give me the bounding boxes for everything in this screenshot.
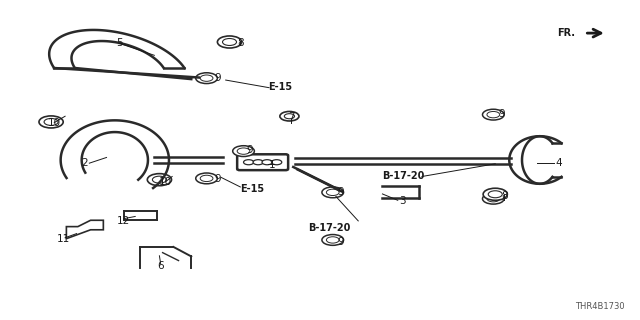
Text: FR.: FR. bbox=[557, 28, 575, 38]
Circle shape bbox=[483, 193, 504, 204]
Text: 2: 2 bbox=[81, 158, 88, 168]
Circle shape bbox=[271, 160, 282, 165]
Circle shape bbox=[196, 73, 218, 84]
Text: E-15: E-15 bbox=[240, 184, 264, 194]
Circle shape bbox=[233, 146, 254, 156]
Circle shape bbox=[244, 160, 253, 165]
Text: 9: 9 bbox=[215, 73, 221, 83]
Text: 9: 9 bbox=[338, 237, 344, 247]
Circle shape bbox=[322, 187, 344, 198]
Circle shape bbox=[218, 36, 242, 48]
FancyBboxPatch shape bbox=[237, 154, 288, 170]
Text: 8: 8 bbox=[502, 191, 508, 202]
Circle shape bbox=[483, 188, 508, 200]
Circle shape bbox=[39, 116, 63, 128]
Circle shape bbox=[322, 235, 344, 245]
Text: 12: 12 bbox=[117, 216, 131, 226]
Text: 5: 5 bbox=[116, 38, 123, 48]
Text: B-17-20: B-17-20 bbox=[308, 223, 351, 233]
Circle shape bbox=[196, 173, 218, 184]
Text: 6: 6 bbox=[157, 261, 164, 271]
Text: B-17-20: B-17-20 bbox=[381, 172, 424, 181]
Text: 7: 7 bbox=[288, 112, 294, 122]
Text: 9: 9 bbox=[499, 109, 505, 119]
Text: THR4B1730: THR4B1730 bbox=[575, 302, 625, 311]
Circle shape bbox=[280, 111, 299, 121]
Text: 10: 10 bbox=[48, 117, 61, 128]
Text: 8: 8 bbox=[237, 38, 244, 48]
Text: 10: 10 bbox=[159, 177, 172, 187]
Text: 9: 9 bbox=[338, 187, 344, 197]
Text: 11: 11 bbox=[57, 234, 70, 244]
Text: 1: 1 bbox=[269, 160, 276, 170]
Text: 4: 4 bbox=[556, 158, 563, 168]
Text: 9: 9 bbox=[215, 174, 221, 184]
Circle shape bbox=[147, 174, 172, 186]
Text: 3: 3 bbox=[399, 196, 406, 206]
Text: E-15: E-15 bbox=[268, 82, 292, 92]
Text: 9: 9 bbox=[246, 146, 253, 156]
Circle shape bbox=[483, 109, 504, 120]
Circle shape bbox=[253, 160, 263, 165]
Circle shape bbox=[262, 160, 272, 165]
